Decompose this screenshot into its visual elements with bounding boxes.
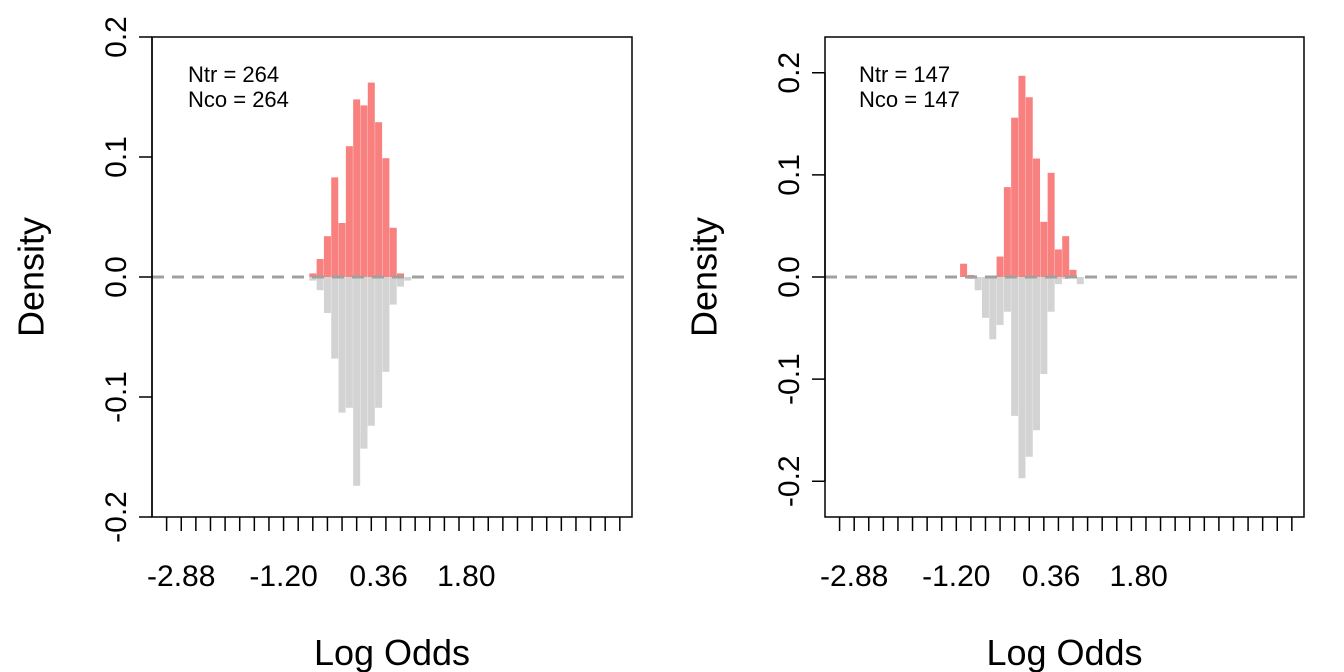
- control-bar: [996, 277, 1004, 325]
- y-tick-label: -0.2: [773, 455, 806, 507]
- x-tick-label: -2.88: [820, 560, 888, 593]
- y-tick-label: 0.1: [100, 136, 133, 178]
- control-bar: [1076, 277, 1084, 285]
- control-bar: [345, 277, 353, 408]
- y-tick-label: -0.1: [773, 353, 806, 405]
- y-tick-label: -0.1: [100, 371, 133, 423]
- chart-panel-1: -0.2 -0.1 0.0 0.1 0.2 -2.88 -1.20 0.36 1.80 Log O…: [11, 16, 633, 672]
- y-tick-label: -0.2: [100, 491, 133, 543]
- treated-bar: [331, 177, 339, 277]
- treated-bar: [360, 105, 368, 278]
- control-bar: [323, 277, 331, 313]
- control-bar: [1054, 277, 1062, 285]
- treated-bar: [1054, 249, 1062, 277]
- control-bar: [331, 277, 339, 359]
- treated-bar: [1033, 158, 1041, 277]
- treated-bar: [382, 158, 390, 277]
- treated-bar: [397, 273, 405, 277]
- y-tick-label: 0.1: [773, 154, 806, 196]
- x-axis-label: Log Odds: [314, 632, 470, 672]
- y-axis-label: Density: [684, 217, 725, 337]
- y-tick-label: 0.2: [100, 16, 133, 58]
- n-treated-annotation: Ntr = 264: [188, 62, 279, 87]
- y-tick-label: 0.2: [773, 52, 806, 94]
- control-bar: [1047, 277, 1055, 312]
- control-bar: [375, 277, 383, 408]
- x-tick-label: -2.88: [147, 560, 215, 593]
- control-bar: [397, 277, 405, 287]
- x-axis-label: Log Odds: [986, 632, 1142, 672]
- treated-bar: [1047, 172, 1055, 277]
- control-bar: [1033, 277, 1041, 431]
- control-bar: [360, 277, 368, 449]
- control-bar: [974, 277, 982, 291]
- y-tick-label: 0.0: [773, 256, 806, 298]
- treated-bar: [367, 82, 375, 277]
- control-bar: [1025, 277, 1033, 457]
- control-bar: [367, 277, 375, 426]
- treated-bar: [316, 259, 324, 277]
- treated-bar: [338, 223, 346, 277]
- treated-bar: [1069, 269, 1077, 277]
- treated-bar: [389, 227, 397, 277]
- y-axis-label: Density: [11, 217, 52, 337]
- control-bar: [353, 277, 361, 486]
- control-bar: [382, 277, 390, 372]
- treated-bar: [1011, 117, 1019, 278]
- treated-bar: [345, 146, 353, 277]
- treated-bar: [1040, 221, 1048, 277]
- x-tick-label: 1.80: [1109, 560, 1167, 593]
- treated-bar: [1018, 75, 1026, 277]
- control-bar: [1011, 277, 1019, 416]
- x-tick-label: 1.80: [437, 560, 495, 593]
- n-control-annotation: Nco = 147: [859, 87, 960, 112]
- x-tick-label: 0.36: [1022, 560, 1080, 593]
- treated-bar: [353, 99, 361, 278]
- control-bar: [404, 277, 412, 281]
- control-bar: [989, 277, 997, 340]
- treated-bar: [375, 122, 383, 277]
- y-tick-label: 0.0: [100, 256, 133, 298]
- control-bar: [338, 277, 346, 413]
- control-bar: [316, 277, 324, 291]
- x-tick-label: -1.20: [249, 560, 317, 593]
- treated-bar: [1025, 97, 1033, 277]
- treated-bar: [996, 256, 1004, 277]
- treated-bar: [1003, 187, 1011, 277]
- x-tick-label: -1.20: [922, 560, 990, 593]
- n-control-annotation: Nco = 264: [188, 87, 289, 112]
- n-treated-annotation: Ntr = 147: [859, 62, 950, 87]
- treated-bar: [1062, 236, 1070, 277]
- treated-bar: [309, 273, 317, 277]
- treated-bar: [323, 236, 331, 277]
- control-bar: [389, 277, 397, 305]
- control-bar: [981, 277, 989, 318]
- control-bar: [1003, 277, 1011, 312]
- control-bar: [1040, 277, 1048, 375]
- control-bar: [1018, 277, 1026, 479]
- control-bar: [309, 277, 317, 281]
- chart-panel-2: -0.2 -0.1 0.0 0.1 0.2 -2.88 -1.20 0.36 1.80 Log O…: [684, 36, 1305, 672]
- x-tick-label: 0.36: [349, 560, 407, 593]
- treated-bar: [960, 263, 968, 277]
